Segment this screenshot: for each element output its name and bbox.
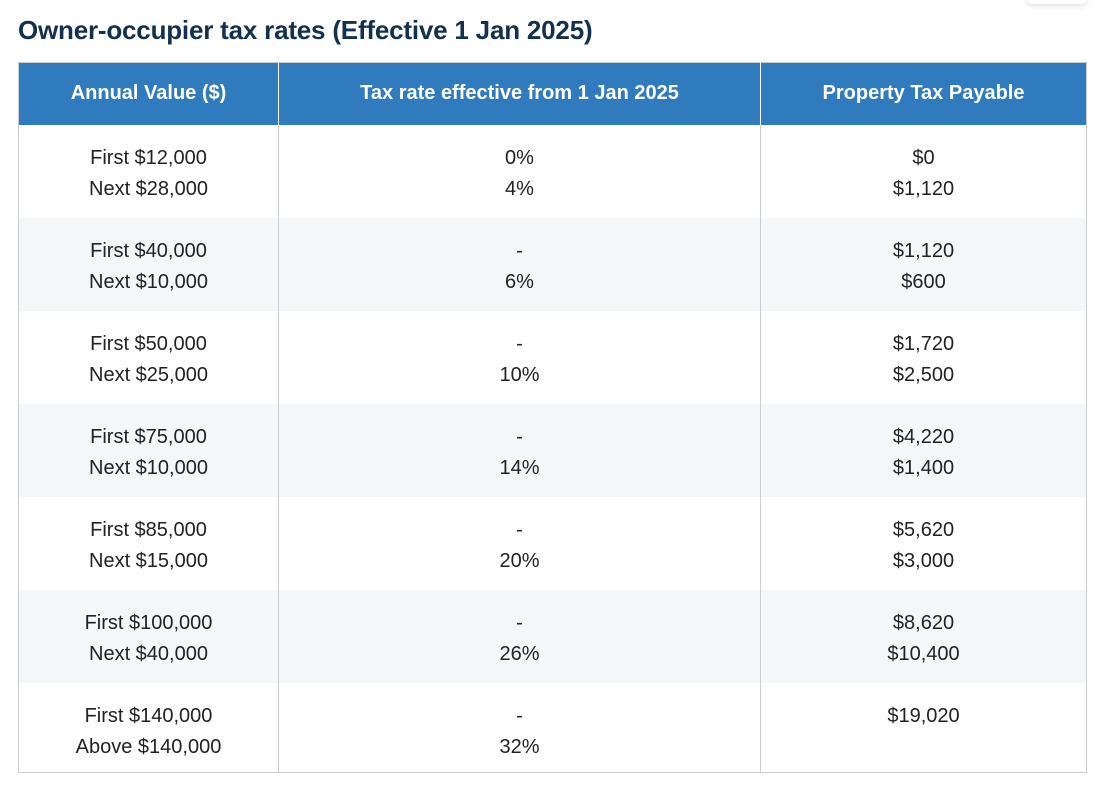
tax-rate-cell: - 6% bbox=[278, 217, 761, 311]
tax-payable-line: $600 bbox=[901, 270, 946, 293]
tax-rate-cell: - 20% bbox=[278, 496, 761, 590]
tax-rate-cell: - 32% bbox=[278, 682, 761, 773]
table-row: First $40,000 Next $10,000 - 6% $1,120 $… bbox=[18, 217, 1087, 311]
header-row: Annual Value ($) Tax rate effective from… bbox=[18, 62, 1087, 125]
tax-rate-line: 4% bbox=[505, 177, 534, 200]
annual-value-line: Next $15,000 bbox=[89, 549, 208, 572]
tax-payable-cell: $8,620 $10,400 bbox=[760, 589, 1087, 683]
annual-value-cell: First $50,000 Next $25,000 bbox=[18, 310, 279, 404]
tax-payable-line: $5,620 bbox=[892, 518, 955, 541]
corner-shadow bbox=[1027, 0, 1087, 4]
tax-payable-cell: $4,220 $1,400 bbox=[760, 403, 1087, 497]
annual-value-cell: First $12,000 Next $28,000 bbox=[18, 124, 279, 218]
tax-payable-line bbox=[771, 732, 1076, 763]
tax-rate-line: 26% bbox=[499, 642, 540, 665]
table-row: First $50,000 Next $25,000 - 10% $1,720 … bbox=[18, 310, 1087, 404]
annual-value-line: First $140,000 bbox=[84, 704, 213, 727]
annual-value-line: Above $140,000 bbox=[75, 735, 222, 758]
annual-value-line: Next $28,000 bbox=[89, 177, 208, 200]
tax-payable-cell: $1,720 $2,500 bbox=[760, 310, 1087, 404]
table-header: Annual Value ($) Tax rate effective from… bbox=[18, 62, 1087, 125]
tax-payable-line: $2,500 bbox=[892, 363, 955, 386]
tax-rate-line: 10% bbox=[499, 363, 540, 386]
tax-rate-line: 20% bbox=[499, 549, 540, 572]
tax-rate-line: 14% bbox=[499, 456, 540, 479]
tax-payable-cell: $0 $1,120 bbox=[760, 124, 1087, 218]
tax-payable-line: $3,000 bbox=[892, 549, 955, 572]
tax-payable-line: $4,220 bbox=[892, 425, 955, 448]
annual-value-line: Next $10,000 bbox=[89, 270, 208, 293]
annual-value-line: First $100,000 bbox=[84, 611, 213, 634]
page-title: Owner-occupier tax rates (Effective 1 Ja… bbox=[18, 15, 593, 45]
table-row: First $12,000 Next $28,000 0% 4% $0 $1,1… bbox=[18, 124, 1087, 218]
tax-rate-cell: - 26% bbox=[278, 589, 761, 683]
tax-payable-cell: $19,020 bbox=[760, 682, 1087, 773]
tax-rate-line: 0% bbox=[505, 146, 534, 169]
annual-value-line: Next $25,000 bbox=[89, 363, 208, 386]
tax-rate-cell: - 14% bbox=[278, 403, 761, 497]
annual-value-line: First $75,000 bbox=[90, 425, 207, 448]
table-row: First $100,000 Next $40,000 - 26% $8,620… bbox=[18, 589, 1087, 683]
tax-rate-line: - bbox=[516, 704, 523, 727]
header-tax-rate: Tax rate effective from 1 Jan 2025 bbox=[278, 62, 761, 125]
tax-payable-line: $19,020 bbox=[887, 704, 960, 727]
header-tax-payable: Property Tax Payable bbox=[760, 62, 1087, 125]
tax-rate-line: 6% bbox=[505, 270, 534, 293]
annual-value-cell: First $40,000 Next $10,000 bbox=[18, 217, 279, 311]
annual-value-cell: First $85,000 Next $15,000 bbox=[18, 496, 279, 590]
annual-value-line: First $85,000 bbox=[90, 518, 207, 541]
tax-payable-cell: $5,620 $3,000 bbox=[760, 496, 1087, 590]
tax-rate-line: - bbox=[516, 425, 523, 448]
tax-payable-line: $1,120 bbox=[892, 177, 955, 200]
tax-rate-line: 32% bbox=[499, 735, 540, 758]
tax-rate-line: - bbox=[516, 332, 523, 355]
tax-payable-line: $1,400 bbox=[892, 456, 955, 479]
tax-payable-line: $1,720 bbox=[892, 332, 955, 355]
table-body: First $12,000 Next $28,000 0% 4% $0 $1,1… bbox=[18, 124, 1087, 773]
annual-value-cell: First $140,000 Above $140,000 bbox=[18, 682, 279, 773]
tax-rate-line: - bbox=[516, 239, 523, 262]
annual-value-line: First $12,000 bbox=[90, 146, 207, 169]
header-annual-value: Annual Value ($) bbox=[18, 62, 279, 125]
tax-payable-line: $1,120 bbox=[892, 239, 955, 262]
annual-value-cell: First $75,000 Next $10,000 bbox=[18, 403, 279, 497]
annual-value-line: First $50,000 bbox=[90, 332, 207, 355]
tax-payable-cell: $1,120 $600 bbox=[760, 217, 1087, 311]
annual-value-line: Next $40,000 bbox=[89, 642, 208, 665]
annual-value-line: Next $10,000 bbox=[89, 456, 208, 479]
tax-rate-line: - bbox=[516, 611, 523, 634]
tax-payable-line: $0 bbox=[912, 146, 935, 169]
tax-payable-line: $8,620 bbox=[892, 611, 955, 634]
tax-rate-cell: 0% 4% bbox=[278, 124, 761, 218]
tax-rate-line: - bbox=[516, 518, 523, 541]
tax-payable-line: $10,400 bbox=[887, 642, 960, 665]
annual-value-cell: First $100,000 Next $40,000 bbox=[18, 589, 279, 683]
table-row: First $85,000 Next $15,000 - 20% $5,620 … bbox=[18, 496, 1087, 590]
table-row: First $140,000 Above $140,000 - 32% $19,… bbox=[18, 682, 1087, 773]
tax-rates-table: Annual Value ($) Tax rate effective from… bbox=[18, 62, 1087, 773]
tax-rate-cell: - 10% bbox=[278, 310, 761, 404]
table-row: First $75,000 Next $10,000 - 14% $4,220 … bbox=[18, 403, 1087, 497]
annual-value-line: First $40,000 bbox=[90, 239, 207, 262]
